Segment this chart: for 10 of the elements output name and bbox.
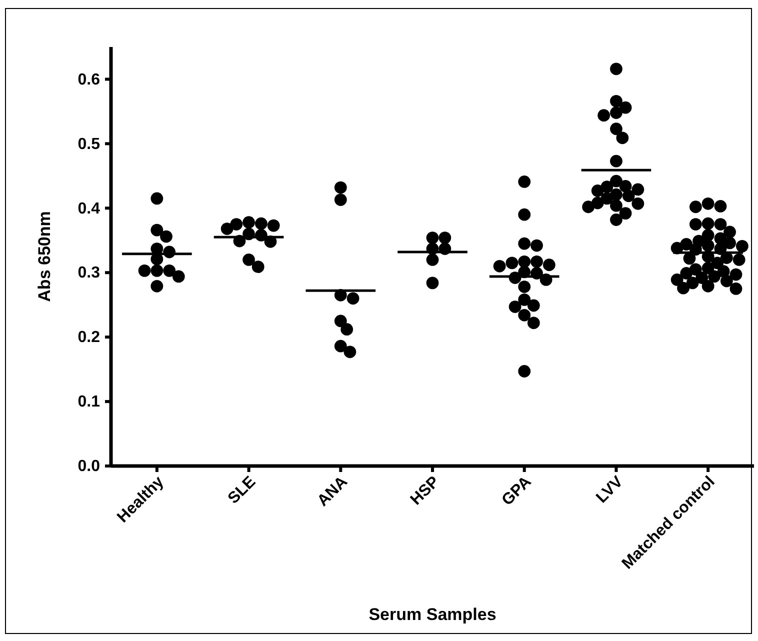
y-tick-label: 0.2 bbox=[78, 329, 100, 346]
x-axis-title: Serum Samples bbox=[368, 605, 496, 624]
y-tick-label: 0.6 bbox=[78, 71, 100, 88]
y-axis-title: Abs 650nm bbox=[35, 211, 54, 302]
x-tick-label: GPA bbox=[498, 473, 535, 510]
y-tick-label: 0.4 bbox=[78, 200, 100, 218]
y-tick-label: 0.1 bbox=[78, 394, 100, 411]
y-tick-label: 0.3 bbox=[78, 264, 100, 282]
y-tick-label: 0.5 bbox=[78, 136, 100, 153]
y-tick-label: 0.0 bbox=[78, 458, 100, 476]
